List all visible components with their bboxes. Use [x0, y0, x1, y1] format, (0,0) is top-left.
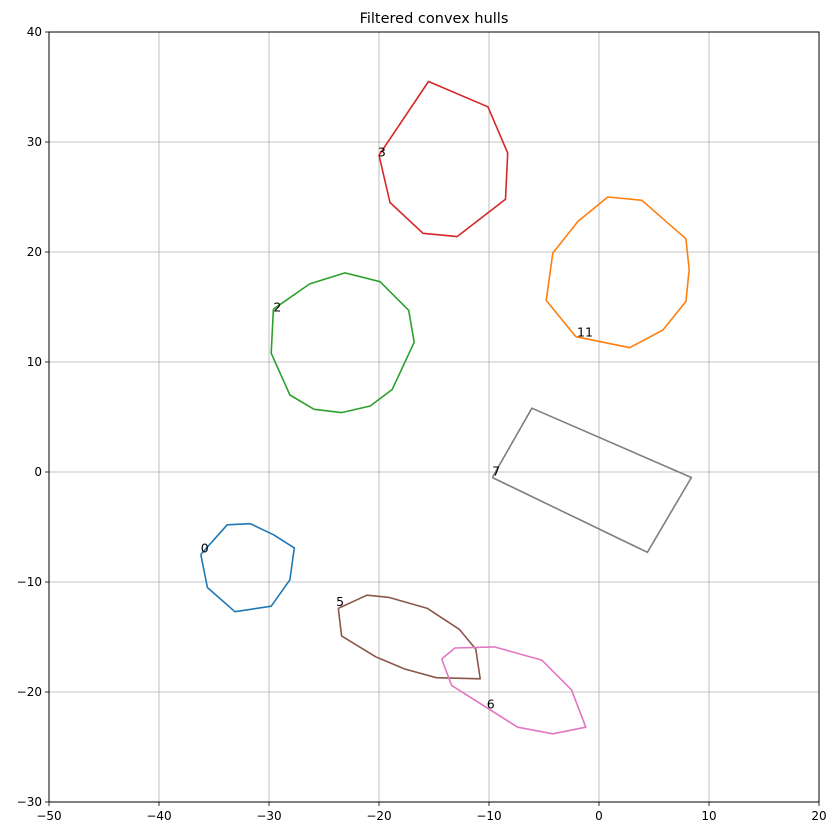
- x-tick-label: −10: [476, 809, 501, 823]
- x-tick-label: 10: [701, 809, 716, 823]
- y-tick-label: −30: [17, 795, 42, 809]
- x-tick-label: −50: [36, 809, 61, 823]
- hull-7-label: 7: [492, 463, 500, 478]
- hull-6-line: [440, 646, 587, 735]
- hull-11-label: 11: [577, 325, 593, 340]
- x-tick-label: −30: [256, 809, 281, 823]
- x-tick-label: 20: [811, 809, 826, 823]
- y-tick-label: −20: [17, 685, 42, 699]
- hull-7-line: [491, 407, 693, 554]
- hull-labels: 0 11 2 3 5 6 7: [201, 144, 593, 711]
- hull-3-label: 3: [378, 144, 386, 159]
- hull-5-label: 5: [336, 594, 344, 609]
- plot-frame: [48, 31, 820, 803]
- x-tick-label: −40: [146, 809, 171, 823]
- hull-0-line: [200, 522, 296, 613]
- y-tick-label: 20: [27, 245, 42, 259]
- y-tick-label: 30: [27, 135, 42, 149]
- y-tick-label: 0: [34, 465, 42, 479]
- chart-title: Filtered convex hulls: [360, 11, 509, 27]
- x-tick-label: 0: [595, 809, 603, 823]
- hull-11-line: [545, 196, 691, 349]
- hull-6-label: 6: [487, 697, 495, 712]
- x-tick-label: −20: [366, 809, 391, 823]
- hull-0-label: 0: [201, 540, 209, 555]
- hull-2-line: [270, 272, 416, 414]
- hull-5-line: [337, 594, 482, 680]
- grid: [48, 31, 820, 803]
- hulls: [200, 80, 693, 735]
- hull-2-label: 2: [273, 299, 281, 314]
- y-tick-label: 10: [27, 355, 42, 369]
- y-tick-label: 40: [27, 25, 42, 39]
- y-tick-label: −10: [17, 575, 42, 589]
- hull-3-line: [378, 80, 509, 238]
